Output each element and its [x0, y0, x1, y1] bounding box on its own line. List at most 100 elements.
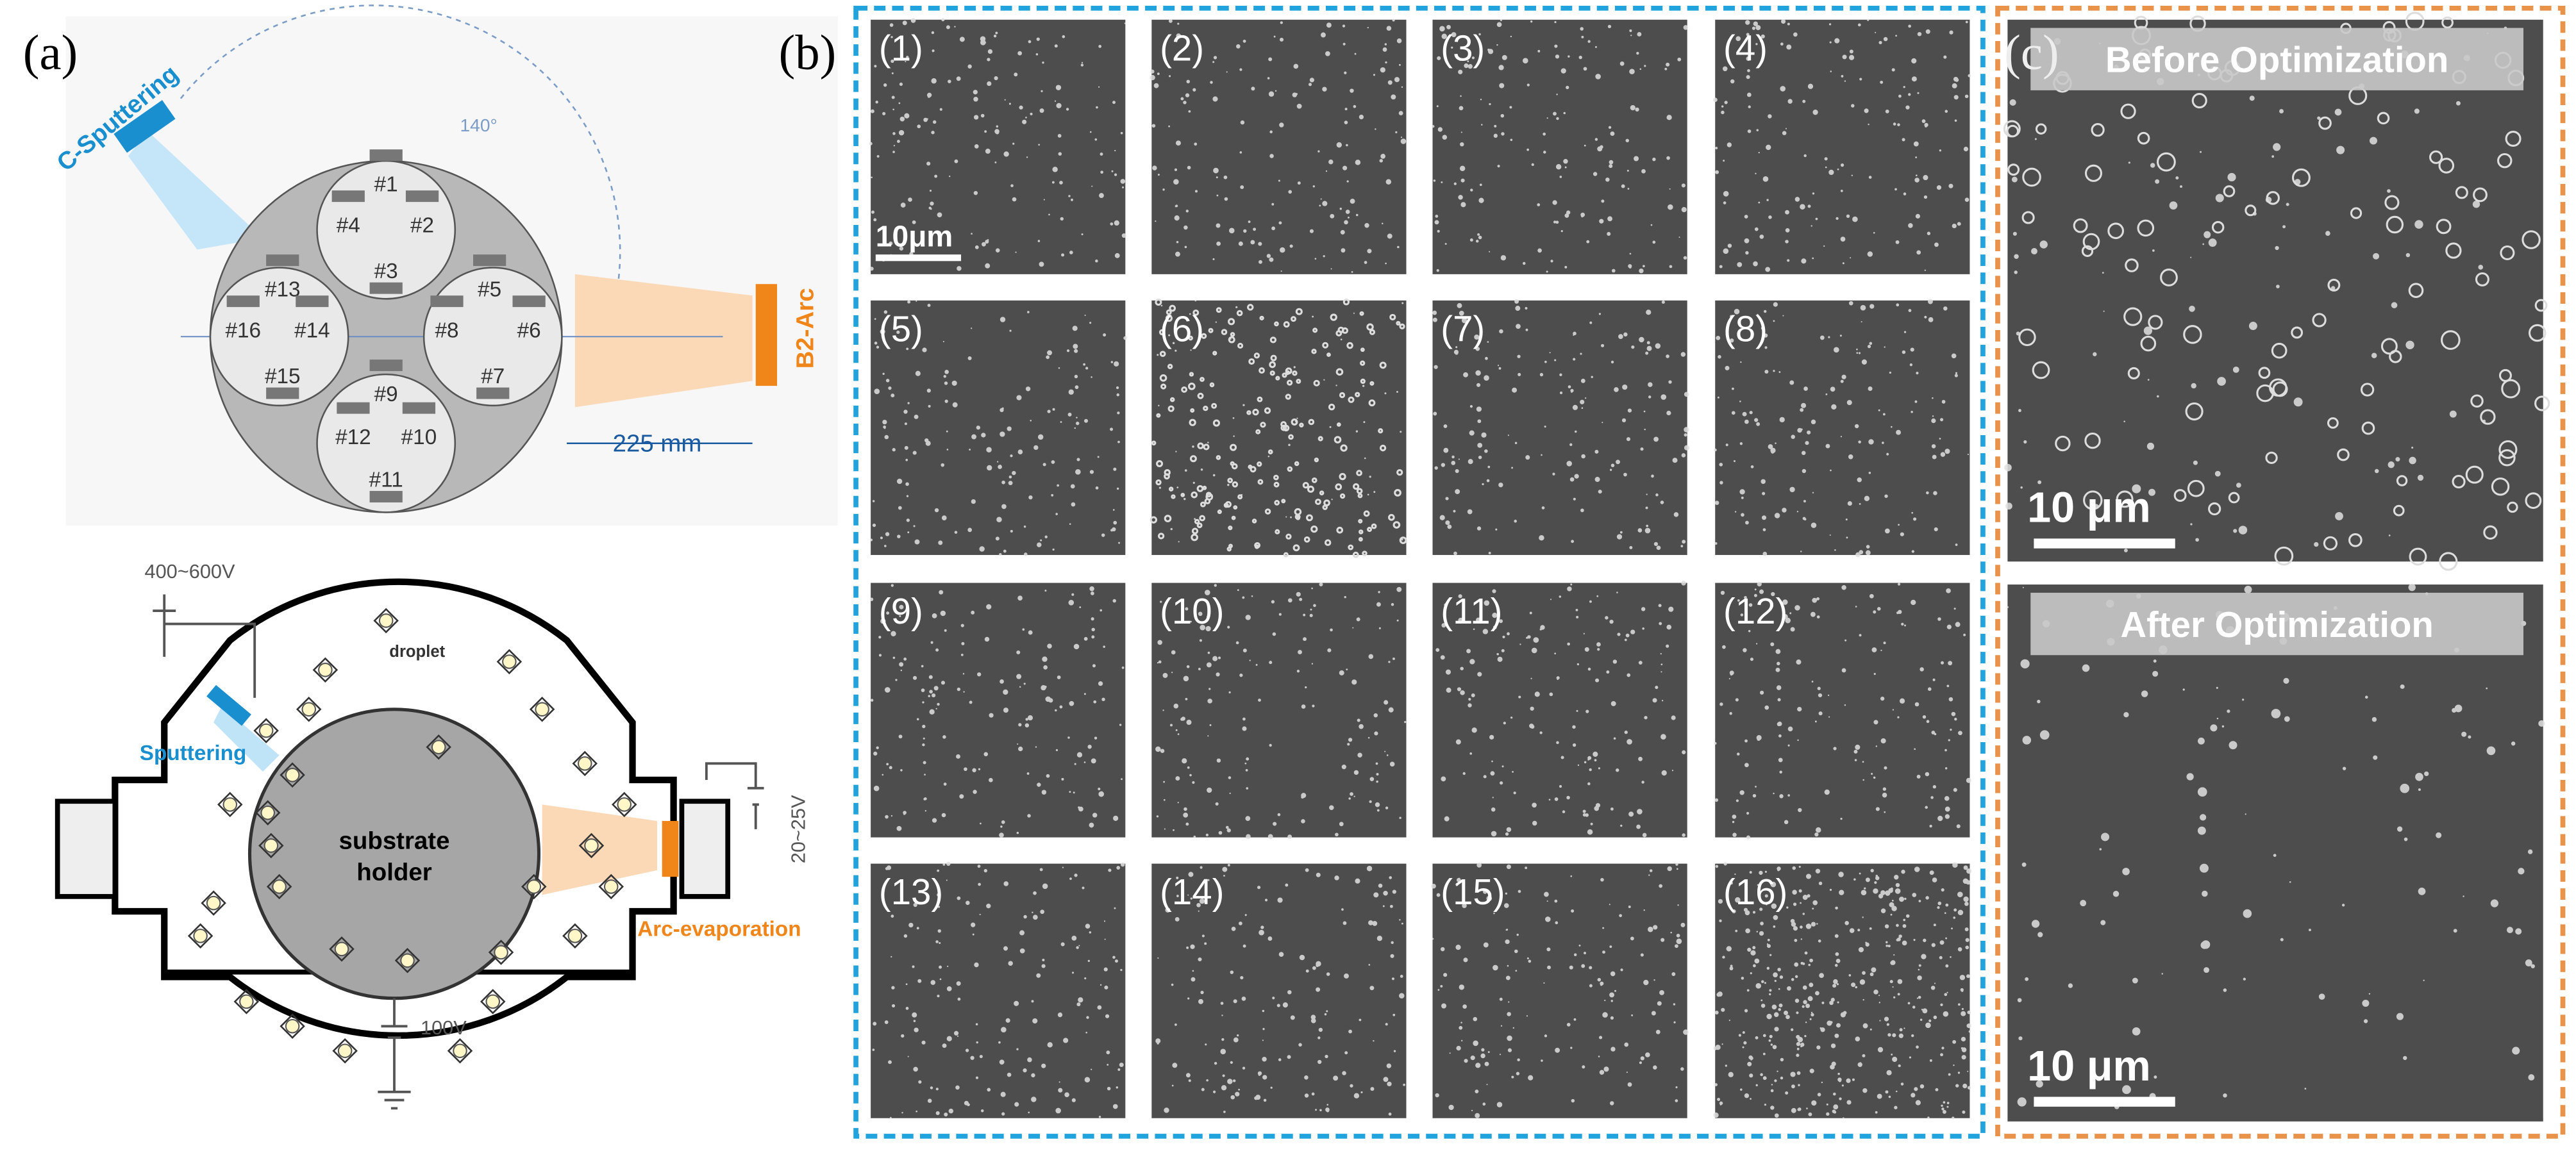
droplet — [334, 941, 349, 957]
arc-target — [755, 284, 778, 386]
panel-frame — [1995, 5, 2566, 1139]
position-label: #3 — [374, 260, 398, 283]
droplet — [431, 740, 446, 755]
droplet-marker — [312, 657, 339, 683]
droplet-marker — [255, 800, 281, 825]
distance-label: 225 mm — [613, 430, 702, 458]
position-label: #12 — [335, 426, 371, 449]
droplet-marker — [572, 750, 598, 777]
source-label: B2-Arc — [791, 288, 819, 368]
droplet-marker — [201, 890, 226, 916]
droplet — [260, 805, 275, 820]
sem-image — [871, 583, 1126, 838]
sem-image — [1432, 863, 1687, 1118]
droplet-marker — [266, 874, 292, 900]
sem-image — [2007, 19, 2543, 562]
image-label: (3) — [1441, 28, 1485, 68]
droplet-marker — [253, 718, 279, 743]
clamp — [266, 387, 299, 399]
particles — [870, 300, 1127, 556]
sem-image — [1715, 583, 1970, 838]
arc-target — [662, 821, 679, 877]
position-label: #14 — [294, 319, 330, 342]
clamp — [369, 491, 403, 502]
scale-bar-label: 10μm — [876, 219, 953, 253]
scale-bar-label: 10 μm — [2027, 1043, 2151, 1090]
circuit — [705, 762, 764, 829]
panel-label: (a) — [23, 26, 78, 80]
sputter-beam — [213, 706, 280, 772]
droplet — [337, 1043, 353, 1058]
sem-image — [1432, 19, 1687, 274]
clamp — [473, 254, 506, 267]
image-label: (15) — [1441, 872, 1505, 912]
image-label: (11) — [1441, 591, 1502, 631]
droplet-marker — [394, 948, 421, 973]
sputter-beam — [128, 131, 263, 250]
rings — [1150, 299, 1407, 558]
position-label: #7 — [481, 365, 505, 388]
flange — [54, 799, 118, 899]
position-label: #1 — [374, 172, 398, 196]
droplet-marker — [373, 608, 399, 634]
position-label: #6 — [517, 319, 541, 342]
clamp — [337, 402, 370, 414]
droplet — [258, 723, 274, 738]
droplet-label: droplet — [389, 643, 445, 661]
droplet — [567, 929, 583, 943]
droplet — [206, 895, 221, 911]
droplet-marker — [280, 1013, 305, 1039]
droplet — [485, 994, 501, 1009]
sem-image — [1715, 300, 1970, 555]
clamp — [226, 295, 260, 308]
circuit — [153, 594, 256, 698]
droplet-marker — [426, 734, 451, 760]
droplet — [453, 1043, 467, 1058]
image-label: (6) — [1160, 308, 1204, 349]
droplet — [584, 838, 599, 853]
title-box — [2030, 592, 2523, 656]
sputter-target — [113, 100, 176, 153]
image-label: (5) — [879, 308, 923, 349]
scale-bar — [2034, 1097, 2175, 1107]
clamp — [402, 402, 436, 414]
droplet — [502, 654, 517, 669]
droplet-marker — [258, 832, 284, 859]
angle-label: 140° — [460, 115, 498, 135]
voltage-label: 400~600V — [145, 560, 236, 583]
particles — [1435, 580, 1686, 838]
droplet — [603, 879, 619, 894]
image-label: (10) — [1160, 591, 1224, 631]
droplet-marker — [480, 989, 506, 1014]
droplet-marker — [578, 832, 605, 859]
image-label: (1) — [879, 28, 923, 68]
droplet — [318, 663, 333, 677]
sem-image — [1715, 863, 1970, 1118]
position-label: #16 — [225, 319, 261, 342]
sem-grid: (1) (2) (3) (4) (5) (6) (7) (8) (9) (10) (11) (12) (… — [869, 18, 1972, 1120]
clamp — [369, 282, 403, 294]
droplet-marker — [329, 936, 355, 962]
image-label: (14) — [1160, 872, 1224, 912]
particles — [869, 18, 1126, 271]
sem-image — [1151, 583, 1407, 838]
flange — [679, 799, 731, 899]
position-label: #4 — [337, 213, 360, 237]
voltage-label: 20~25V — [787, 795, 810, 863]
circuit — [378, 998, 411, 1110]
sem-image — [2007, 584, 2543, 1122]
droplet — [494, 945, 508, 960]
droplet — [263, 838, 279, 853]
holder-label: holder — [356, 858, 431, 886]
position-label: #5 — [478, 277, 501, 301]
image-label: (8) — [1723, 308, 1768, 349]
image-label: (12) — [1723, 591, 1787, 631]
droplet — [222, 797, 238, 812]
position-label: #15 — [265, 365, 301, 388]
position-label: #2 — [410, 213, 434, 237]
image-label: (13) — [879, 872, 943, 912]
droplet-marker — [496, 649, 523, 675]
panel-frame — [853, 5, 1986, 1139]
sem-compare: Before Optimization 10 μm After Optimizati… — [2003, 12, 2550, 1122]
droplet — [378, 613, 394, 628]
